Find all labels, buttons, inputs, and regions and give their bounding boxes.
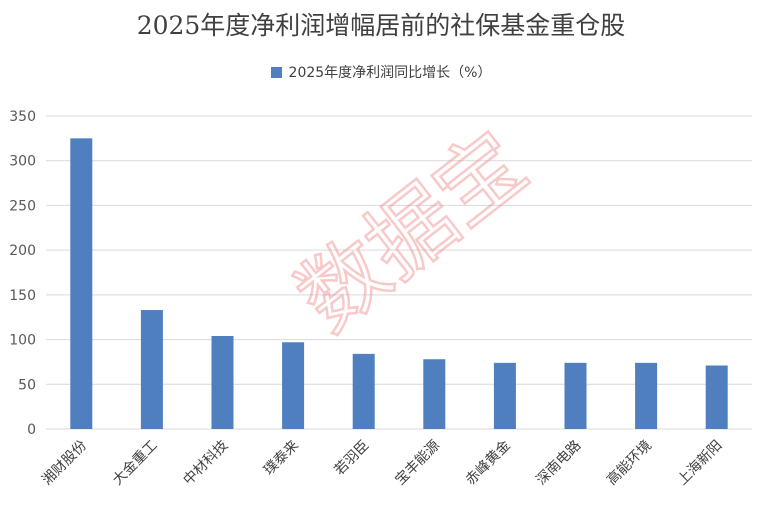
y-tick-label: 150 [9,288,36,304]
y-tick-label: 350 [9,109,36,125]
legend-label: 2025年度净利润同比增长（%） [288,65,492,81]
x-tick-label: 湘财股份 [39,438,90,489]
y-axis: 0 50 100 150 200 250 300 350 [9,109,36,438]
bar [211,335,234,429]
chart-title: 2025年度净利润增幅居前的社保基金重仓股 [136,11,626,40]
bar [70,138,93,429]
x-tick-label: 大金重工 [110,438,161,489]
bars [70,138,728,429]
x-tick-label: 璞泰来 [261,438,302,479]
bar [352,353,375,429]
x-tick-label: 若羽臣 [332,438,373,479]
watermark: 数据宝 [278,112,545,352]
bar [140,310,163,429]
bar [705,365,728,429]
legend: 2025年度净利润同比增长（%） [0,62,762,82]
x-tick-label: 深南电路 [533,438,584,489]
gridlines [46,115,752,430]
x-tick-label: 赤峰黄金 [462,437,514,489]
x-tick-label: 上海新阳 [675,438,726,489]
y-tick-label: 100 [9,333,36,349]
y-tick-label: 50 [18,377,36,393]
x-tick-label: 高能环境 [603,437,655,489]
x-tick-label: 中材科技 [180,438,231,489]
y-tick-label: 300 [9,154,36,170]
y-tick-label: 0 [27,422,36,438]
bar [282,342,305,429]
bar [423,359,446,429]
x-tick-label: 宝丰能源 [392,438,443,489]
bar [493,362,516,429]
y-tick-label: 200 [9,243,36,259]
legend-swatch [270,67,282,78]
x-axis: 湘财股份 大金重工 中材科技 璞泰来 若羽臣 宝丰能源 赤峰黄金 深南电路 高能环境 上海新阳 [39,437,725,489]
bar [564,362,587,429]
bar [635,362,658,429]
watermark-text: 数据宝 [280,113,545,351]
y-tick-label: 250 [9,198,36,214]
